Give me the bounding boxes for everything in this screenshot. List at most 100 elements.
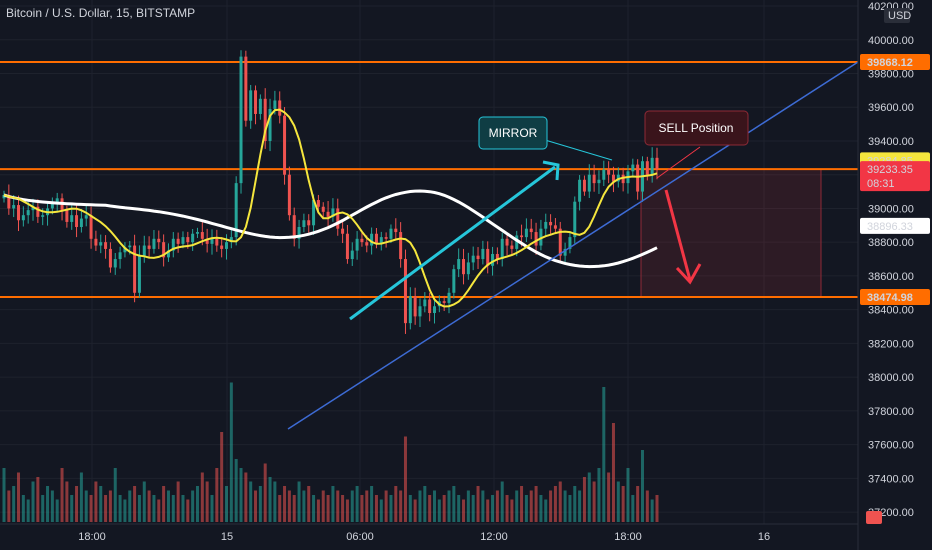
moving-averages bbox=[3, 108, 658, 308]
candle-body bbox=[137, 255, 141, 293]
price-label-badge bbox=[860, 161, 930, 192]
candle-body bbox=[36, 206, 40, 217]
candle-body bbox=[650, 157, 654, 175]
currency-label: USD bbox=[888, 10, 911, 22]
candle-body bbox=[476, 255, 480, 260]
volume-bar bbox=[476, 486, 480, 522]
volume-bar bbox=[70, 495, 74, 522]
x-tick-label: 16 bbox=[758, 531, 770, 543]
volume-bar bbox=[399, 490, 403, 522]
volume-bar bbox=[645, 490, 649, 522]
candle-body bbox=[413, 296, 417, 317]
candle-body bbox=[162, 242, 166, 258]
volume-bar bbox=[655, 495, 659, 522]
candles bbox=[2, 50, 659, 334]
candle-body bbox=[287, 174, 291, 216]
candle-body bbox=[31, 206, 35, 211]
candle-body bbox=[99, 242, 103, 246]
volume-bar bbox=[166, 490, 170, 522]
volume-bar bbox=[374, 495, 378, 522]
volume-bar bbox=[17, 472, 21, 522]
sell-arrow-head bbox=[675, 263, 702, 285]
x-tick-label: 15 bbox=[221, 531, 233, 543]
candle-body bbox=[70, 215, 74, 222]
candle-body bbox=[423, 299, 427, 307]
candle-body bbox=[12, 205, 16, 209]
candle-body bbox=[611, 174, 615, 182]
level-price-badge bbox=[860, 54, 930, 70]
volume-bar bbox=[41, 495, 45, 522]
candle-body bbox=[215, 238, 219, 246]
volume-bar bbox=[142, 481, 146, 522]
volume-bar bbox=[520, 486, 524, 522]
volume-bar bbox=[200, 472, 204, 522]
volume-bar bbox=[65, 481, 69, 522]
volume-bar bbox=[205, 481, 209, 522]
candle-body bbox=[26, 210, 30, 216]
candle-body bbox=[65, 210, 69, 222]
candle-body bbox=[515, 235, 519, 249]
time-axis: 18:00 15 06:00 12:00 18:00 16 bbox=[0, 523, 858, 543]
volume-bar bbox=[287, 490, 291, 522]
volume-bar bbox=[553, 486, 557, 522]
candle-body bbox=[539, 228, 543, 246]
volume-bar bbox=[568, 495, 572, 522]
y-tick-label: 39600.00 bbox=[868, 102, 914, 114]
volume-bar bbox=[113, 468, 117, 522]
candle-body bbox=[307, 220, 311, 226]
volume-bar bbox=[147, 490, 151, 522]
volume-bar bbox=[186, 499, 190, 522]
fast-moving-average bbox=[3, 108, 658, 308]
candle-body bbox=[534, 232, 538, 246]
chart-title: Bitcoin / U.S. Dollar, 15, BITSTAMP bbox=[6, 6, 196, 20]
volume-bar bbox=[89, 495, 93, 522]
volume-bar bbox=[626, 468, 630, 522]
candle-body bbox=[89, 215, 93, 239]
candle-body bbox=[273, 100, 277, 109]
x-tick-label: 18:00 bbox=[78, 531, 106, 543]
candle-body bbox=[592, 174, 596, 184]
candle-body bbox=[268, 108, 272, 141]
volume-bar bbox=[573, 486, 577, 522]
volume-bar bbox=[447, 490, 451, 522]
volume-bar bbox=[268, 477, 272, 522]
candle-body bbox=[418, 306, 422, 317]
candle-body bbox=[389, 228, 393, 239]
y-tick-label: 37400.00 bbox=[868, 473, 914, 485]
volume-bar bbox=[370, 486, 374, 522]
volume-bar bbox=[597, 468, 601, 522]
volume-bar bbox=[283, 486, 287, 522]
candle-body bbox=[491, 253, 495, 266]
candle-body bbox=[205, 238, 209, 244]
volume-badge bbox=[866, 511, 882, 524]
candle-body bbox=[553, 225, 557, 229]
candle-body bbox=[152, 238, 156, 249]
volume-bar bbox=[263, 463, 267, 522]
candle-body bbox=[462, 259, 466, 275]
y-tick-label: 37800.00 bbox=[868, 406, 914, 418]
volume-bar bbox=[640, 450, 644, 522]
volume-bar bbox=[360, 495, 364, 522]
candle-body bbox=[341, 228, 345, 234]
candle-body bbox=[200, 232, 204, 239]
y-tick-label: 38200.00 bbox=[868, 338, 914, 350]
candle-body bbox=[147, 245, 151, 249]
y-tick-label: 40000.00 bbox=[868, 35, 914, 47]
x-tick-label: 12:00 bbox=[480, 531, 508, 543]
candle-body bbox=[21, 215, 25, 221]
volume-bar bbox=[152, 495, 156, 522]
candle-body bbox=[239, 56, 243, 184]
volume-bar bbox=[524, 495, 528, 522]
candle-body bbox=[636, 164, 640, 192]
volume-bar bbox=[60, 468, 64, 522]
candle-body bbox=[17, 205, 21, 221]
candle-body bbox=[263, 98, 267, 141]
volume-bar bbox=[471, 495, 475, 522]
volume-bar bbox=[321, 490, 325, 522]
y-tick-label: 39800.00 bbox=[868, 68, 914, 80]
candle-body bbox=[41, 215, 45, 217]
candle-body bbox=[510, 245, 514, 249]
volume-bar bbox=[123, 499, 127, 522]
candle-body bbox=[447, 292, 451, 303]
